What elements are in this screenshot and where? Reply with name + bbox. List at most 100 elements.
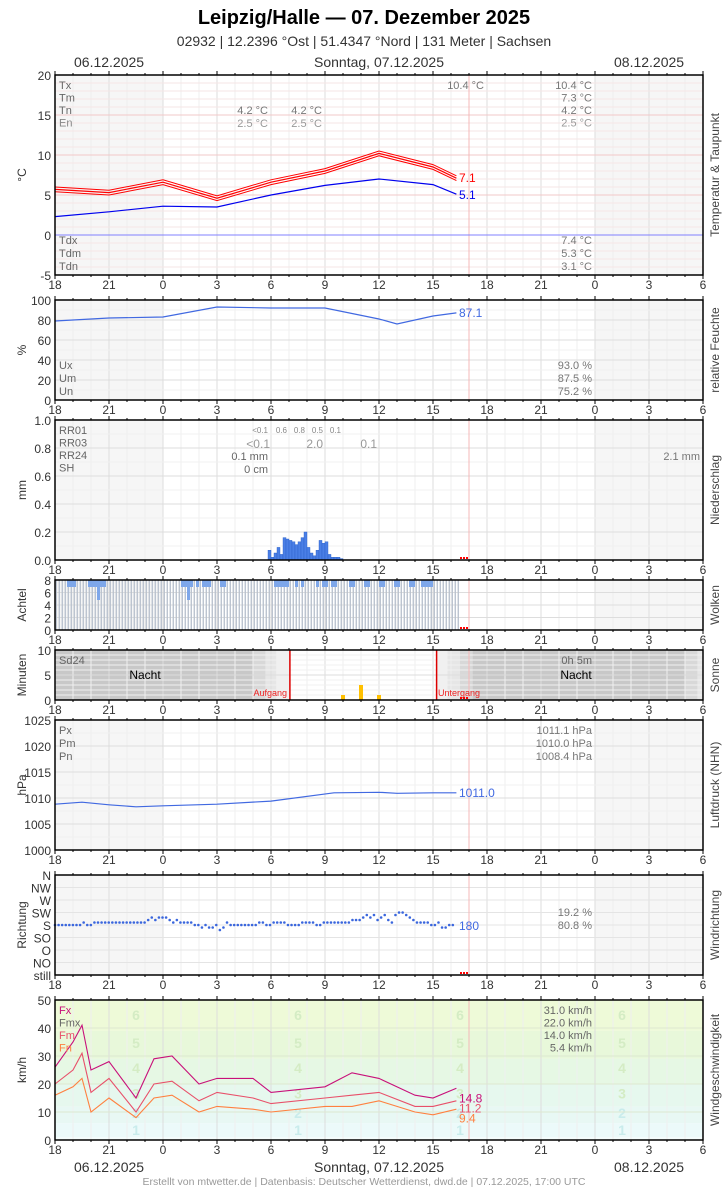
cloud-bar xyxy=(160,580,162,630)
station-info: 02932 | 12.2396 °Ost | 51.4347 °Nord | 1… xyxy=(176,33,552,49)
precip-bar xyxy=(300,537,305,561)
sunrise-label: Aufgang xyxy=(253,688,287,698)
x-tick-label: 6 xyxy=(700,633,707,647)
wind-dir-point xyxy=(229,923,232,927)
beaufort-label: 6 xyxy=(294,1007,302,1023)
stat-label: Ux xyxy=(59,360,73,372)
cloud-bar xyxy=(298,580,300,630)
x-tick-label: 6 xyxy=(700,403,707,417)
y-tick: SO xyxy=(34,932,51,946)
x-tick-label: 0 xyxy=(160,633,167,647)
cloud-bar xyxy=(367,580,369,630)
beaufort-label: 4 xyxy=(618,1060,626,1076)
sunset-label: Untergang xyxy=(438,688,480,698)
y-tick: 80 xyxy=(38,314,52,328)
wind-dir-point xyxy=(315,923,318,927)
x-tick-label: 18 xyxy=(480,1143,494,1157)
cloud-bar xyxy=(106,580,108,630)
cloud-bar xyxy=(340,580,342,630)
stat-label: RR01 xyxy=(59,425,87,437)
cloud-bar xyxy=(196,580,198,630)
rr24-value: 0.1 mm xyxy=(231,451,268,463)
x-tick-label: 21 xyxy=(534,633,548,647)
cloud-bar xyxy=(274,580,276,630)
x-tick-label: 0 xyxy=(592,853,599,867)
dew-stat-value: 3.1 °C xyxy=(561,261,592,273)
beaufort-label: 6 xyxy=(618,1007,626,1023)
stat-label: Un xyxy=(59,386,73,398)
night-label: Nacht xyxy=(129,668,161,682)
x-tick-label: 9 xyxy=(322,633,329,647)
stat-label: Fx xyxy=(59,1005,72,1017)
x-tick-label: 0 xyxy=(592,633,599,647)
wind-dir-point xyxy=(297,923,301,927)
panel-title: Niederschlag xyxy=(708,455,722,525)
stat-label: RR03 xyxy=(59,438,87,450)
wind-dir-point xyxy=(415,921,419,924)
cloud-bar xyxy=(424,580,426,630)
wind-dir-point xyxy=(430,923,433,927)
y-axis-title: Richtung xyxy=(15,901,29,948)
wind-dir-point xyxy=(300,921,304,924)
y-axis-title: Minuten xyxy=(15,654,29,697)
stat-label: Fn xyxy=(59,1043,72,1055)
cloud-gap xyxy=(94,580,97,587)
cloud-gap xyxy=(280,580,283,587)
sun-bar xyxy=(341,695,345,700)
y-tick: 30 xyxy=(38,1050,52,1064)
wind-dir-point xyxy=(71,923,75,927)
panel-title: Temperatur & Taupunkt xyxy=(708,112,722,237)
x-tick-label: 0 xyxy=(160,403,167,417)
cloud-bar xyxy=(259,580,261,630)
wind-dir-point xyxy=(164,916,168,919)
cloud-gap xyxy=(424,580,427,587)
wind-dir-point xyxy=(437,921,440,924)
dew-last-value: 5.1 xyxy=(459,188,476,202)
cloud-bar xyxy=(283,580,285,630)
x-tick-label: 15 xyxy=(426,853,440,867)
cloud-gap xyxy=(202,580,205,587)
rr03-value: 0.1 xyxy=(360,437,377,451)
precip-bar xyxy=(309,552,314,561)
cloud-bar xyxy=(142,580,144,630)
y-tick: O xyxy=(42,944,51,958)
x-tick-label: 18 xyxy=(480,403,494,417)
beaufort-label: 4 xyxy=(132,1060,140,1076)
beaufort-label: 3 xyxy=(456,1085,464,1101)
cloud-bar xyxy=(301,580,303,630)
cloud-bar xyxy=(115,580,117,630)
cloud-bar xyxy=(226,580,228,630)
cloud-bar xyxy=(448,580,450,630)
x-tick-label: 12 xyxy=(372,978,386,992)
cloud-bar xyxy=(403,580,405,630)
cloud-gap xyxy=(334,580,337,587)
x-tick-label: 18 xyxy=(48,403,62,417)
panel-title: relative Feuchte xyxy=(708,307,722,393)
y-tick: N xyxy=(42,869,51,883)
wind-dir-point xyxy=(354,918,358,922)
x-tick-label: 18 xyxy=(48,1143,62,1157)
cloud-bar xyxy=(178,580,180,630)
beaufort-label: 3 xyxy=(294,1085,302,1101)
wind-dir-point xyxy=(369,916,372,919)
beaufort-label: 2 xyxy=(132,1105,140,1121)
wind-dir-point xyxy=(232,923,236,927)
temp-min-line xyxy=(54,155,457,202)
cloud-bar xyxy=(127,580,129,630)
beaufort-label: 5 xyxy=(618,1035,626,1051)
x-tick-label: 21 xyxy=(534,978,548,992)
x-tick-label: 3 xyxy=(646,403,653,417)
x-tick-label: 3 xyxy=(214,1143,221,1157)
beaufort-label: 1 xyxy=(132,1122,140,1138)
wind-dir-point xyxy=(361,916,365,919)
y-tick: 20 xyxy=(38,69,52,83)
cloud-bar xyxy=(337,580,339,630)
wind-dir-point xyxy=(150,916,154,919)
y-tick: 100 xyxy=(31,294,51,308)
cloud-bar xyxy=(277,580,279,630)
cloud-bar xyxy=(229,580,231,630)
y-axis-title: km/h xyxy=(15,1057,29,1083)
rr01-value: 0.6 xyxy=(276,426,288,435)
cloud-bar xyxy=(163,580,165,630)
